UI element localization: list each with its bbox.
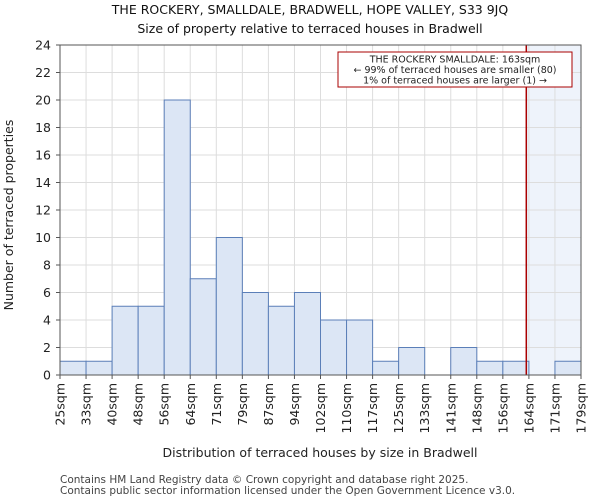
histogram-bar	[293, 292, 322, 376]
x-tick-label: 71sqm	[209, 383, 224, 426]
x-tick-label: 87sqm	[261, 383, 276, 426]
footer-line-2: Contains public sector information licen…	[60, 485, 515, 497]
histogram-bar	[372, 360, 400, 376]
x-tick-label: 94sqm	[287, 383, 302, 426]
y-tick-label: 4	[43, 313, 51, 328]
histogram-bar	[163, 99, 191, 376]
x-tick-label: 171sqm	[547, 383, 562, 433]
x-tick-label: 148sqm	[469, 383, 484, 433]
histogram-bar	[320, 319, 348, 376]
y-tick-label: 22	[35, 65, 51, 80]
x-tick-label: 125sqm	[391, 383, 406, 433]
histogram-bar	[398, 347, 426, 376]
histogram-bar	[502, 360, 530, 376]
x-tick-label: 40sqm	[105, 383, 120, 426]
x-tick-label: 33sqm	[79, 383, 94, 426]
x-axis-label: Distribution of terraced houses by size …	[163, 445, 478, 460]
y-tick-label: 20	[35, 93, 51, 108]
y-tick-label: 0	[43, 368, 51, 383]
footer-line-1: Contains HM Land Registry data © Crown c…	[60, 474, 468, 486]
chart-title: THE ROCKERY, SMALLDALE, BRADWELL, HOPE V…	[111, 2, 509, 17]
histogram-bar	[450, 347, 478, 376]
histogram-bar	[241, 292, 269, 376]
histogram-bar	[267, 305, 295, 376]
histogram-bar	[111, 305, 139, 376]
y-tick-label: 6	[43, 285, 51, 300]
x-tick-label: 179sqm	[574, 383, 589, 433]
histogram-bar	[476, 360, 504, 376]
y-tick-label: 18	[35, 120, 51, 135]
annotation-line: THE ROCKERY SMALLDALE: 163sqm	[369, 55, 541, 66]
annotation-line: ← 99% of terraced houses are smaller (80…	[353, 65, 556, 76]
y-tick-label: 14	[35, 175, 51, 190]
histogram-bar	[554, 360, 582, 376]
plot-frame	[59, 44, 582, 376]
y-tick-label: 12	[35, 203, 51, 218]
x-tick-label: 156sqm	[495, 383, 510, 433]
x-tick-label: 48sqm	[131, 383, 146, 426]
x-tick-label: 64sqm	[183, 383, 198, 426]
histogram-bar	[85, 360, 113, 376]
y-tick-label: 8	[43, 258, 51, 273]
histogram-bar	[59, 360, 87, 376]
annotation-box	[337, 51, 573, 88]
x-tick-label: 79sqm	[235, 383, 250, 426]
annotation-line: 1% of terraced houses are larger (1) →	[363, 76, 547, 87]
histogram-bar	[189, 278, 217, 376]
y-tick-label: 2	[43, 340, 51, 355]
y-tick-label: 10	[35, 230, 51, 245]
histogram-bar	[215, 237, 243, 376]
x-tick-label: 56sqm	[157, 383, 172, 426]
x-tick-label: 133sqm	[417, 383, 432, 433]
y-tick-label: 24	[35, 38, 51, 53]
x-tick-label: 110sqm	[339, 383, 354, 433]
x-tick-label: 141sqm	[443, 383, 458, 433]
x-tick-label: 25sqm	[53, 383, 68, 426]
y-tick-label: 16	[35, 148, 51, 163]
x-tick-label: 102sqm	[313, 383, 328, 433]
y-axis-label: Number of terraced properties	[1, 120, 16, 311]
chart-subtitle: Size of property relative to terraced ho…	[137, 21, 482, 36]
x-tick-label: 117sqm	[365, 383, 380, 433]
x-tick-label: 164sqm	[521, 383, 536, 433]
histogram-bar	[137, 305, 165, 376]
histogram-bar	[346, 319, 374, 376]
